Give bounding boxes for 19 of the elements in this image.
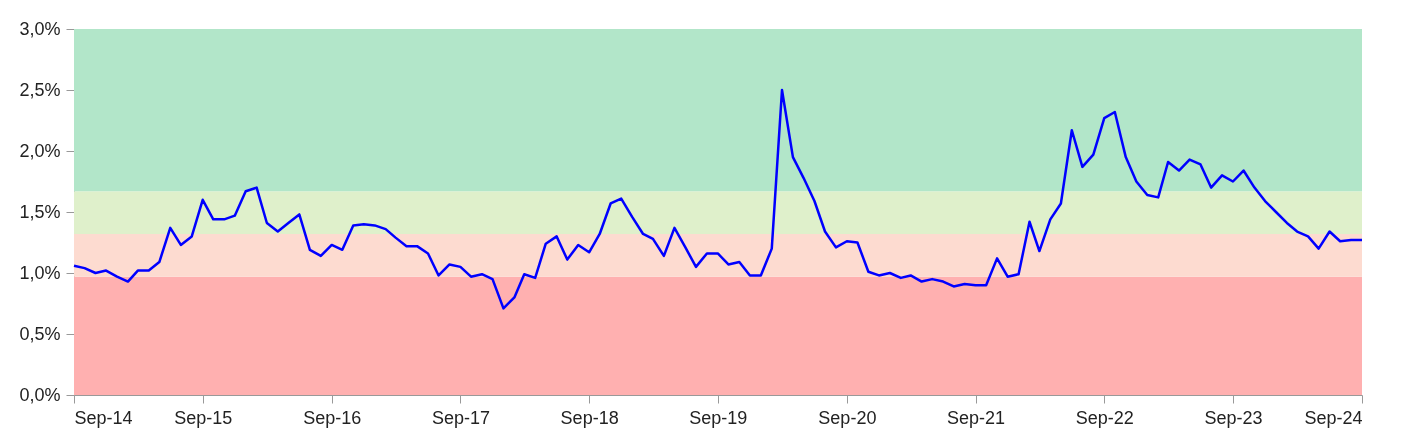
- x-tick-label: Sep-21: [947, 407, 1006, 428]
- y-tick-label: 2,5%: [19, 79, 61, 100]
- x-tick-label: Sep-14: [74, 407, 133, 428]
- y-tick-label: 1,0%: [19, 262, 61, 283]
- y-tick-label: 1,5%: [19, 201, 61, 222]
- x-tick-label: Sep-18: [560, 407, 619, 428]
- x-tick-label: Sep-24: [1304, 407, 1363, 428]
- y-tick-label: 3,0%: [19, 18, 61, 39]
- y-tick-label: 0,0%: [19, 384, 61, 405]
- x-tick-label: Sep-20: [818, 407, 877, 428]
- x-tick-label: Sep-17: [431, 407, 490, 428]
- x-tick-label: Sep-19: [689, 407, 748, 428]
- x-tick-label: Sep-23: [1204, 407, 1263, 428]
- x-tick-label: Sep-15: [174, 407, 233, 428]
- x-tick-label: Sep-22: [1075, 407, 1134, 428]
- x-tick-label: Sep-16: [303, 407, 362, 428]
- line-series: [72, 88, 1364, 310]
- y-tick-label: 2,0%: [19, 140, 61, 161]
- y-tick-label: 0,5%: [19, 323, 61, 344]
